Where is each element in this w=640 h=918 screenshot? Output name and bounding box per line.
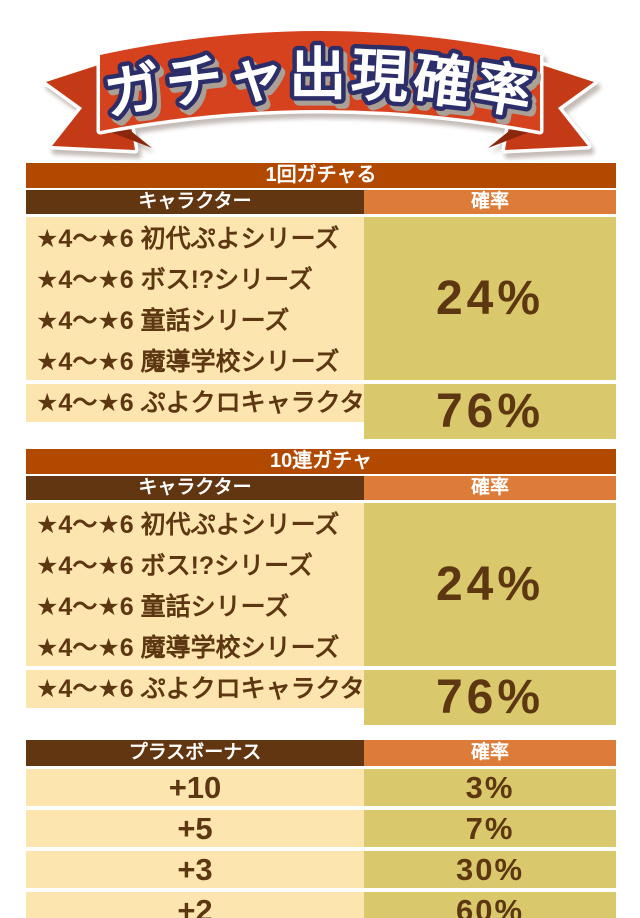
- bonus-rate-value: 60%: [364, 892, 616, 918]
- single-gacha-title: 1回ガチャる: [26, 163, 616, 188]
- table-row: ★4～★6 初代ぷよシリーズ ★4～★6 ボス!?シリーズ ★4～★6 童話シリ…: [26, 503, 616, 666]
- series-line: ★4～★6 ぷよクロキャラクター: [26, 670, 390, 708]
- bonus-column-header: プラスボーナス: [26, 740, 364, 766]
- series-line: ★4～★6 ぷよクロキャラクター: [26, 384, 390, 422]
- table-row: ★4～★6 初代ぷよシリーズ ★4～★6 ボス!?シリーズ ★4～★6 童話シリ…: [26, 217, 616, 380]
- character-column-header: キャラクター: [26, 190, 364, 214]
- table-row: +3 30%: [26, 851, 616, 888]
- ten-pull-gacha-title: 10連ガチャ: [26, 449, 616, 474]
- series-line: ★4～★6 初代ぷよシリーズ: [36, 511, 340, 540]
- table-row: ★4～★6 ぷよクロキャラクター 76%: [26, 384, 616, 439]
- table-row: +2 60%: [26, 892, 616, 918]
- series-line: ★4～★6 魔導学校シリーズ: [36, 347, 340, 376]
- bonus-rate-value: 7%: [364, 810, 616, 847]
- ten-pull-header-row: キャラクター 確率: [26, 476, 616, 500]
- rate-column-header: 確率: [364, 740, 616, 766]
- ribbon-banner: ガチャ出現確率 ガチャ出現確率: [42, 27, 598, 154]
- banner-title: ガチャ出現確率: [100, 43, 541, 128]
- rate-tables: 1回ガチャる キャラクター 確率 ★4～★6 初代ぷよシリーズ ★4～★6 ボス…: [26, 163, 616, 918]
- table-row: +10 3%: [26, 769, 616, 806]
- table-row: +5 7%: [26, 810, 616, 847]
- bonus-header-row: プラスボーナス 確率: [26, 740, 616, 766]
- single-gacha-table: 1回ガチャる キャラクター 確率 ★4～★6 初代ぷよシリーズ ★4～★6 ボス…: [26, 163, 616, 439]
- plus-bonus-table: プラスボーナス 確率 +10 3% +5 7% +3 30% +2 60%: [26, 740, 616, 918]
- bonus-value: +5: [26, 810, 364, 847]
- table-row: ★4～★6 ぷよクロキャラクター 76%: [26, 670, 616, 725]
- series-line: ★4～★6 初代ぷよシリーズ: [36, 225, 340, 254]
- character-column-header: キャラクター: [26, 476, 364, 500]
- rate-column-header: 確率: [364, 476, 616, 500]
- bonus-value: +2: [26, 892, 364, 918]
- bonus-rate-value: 3%: [364, 769, 616, 806]
- series-group-cell: ★4～★6 初代ぷよシリーズ ★4～★6 ボス!?シリーズ ★4～★6 童話シリ…: [26, 217, 364, 380]
- series-line: ★4～★6 童話シリーズ: [36, 306, 290, 335]
- rate-column-header: 確率: [364, 190, 616, 214]
- bonus-value: +3: [26, 851, 364, 888]
- series-line: ★4～★6 ボス!?シリーズ: [36, 266, 313, 295]
- single-gacha-header-row: キャラクター 確率: [26, 190, 616, 214]
- group-rate-value: 24%: [364, 217, 616, 380]
- single-rate-value: 76%: [364, 384, 616, 439]
- series-group-cell: ★4～★6 初代ぷよシリーズ ★4～★6 ボス!?シリーズ ★4～★6 童話シリ…: [26, 503, 364, 666]
- series-line: ★4～★6 童話シリーズ: [36, 592, 290, 621]
- bonus-value: +10: [26, 769, 364, 806]
- single-rate-value: 76%: [364, 670, 616, 725]
- bonus-rate-value: 30%: [364, 851, 616, 888]
- ten-pull-gacha-table: 10連ガチャ キャラクター 確率 ★4～★6 初代ぷよシリーズ ★4～★6 ボス…: [26, 449, 616, 725]
- ribbon-band: [96, 27, 544, 135]
- series-line: ★4～★6 ボス!?シリーズ: [36, 552, 313, 581]
- series-line: ★4～★6 魔導学校シリーズ: [36, 633, 340, 662]
- group-rate-value: 24%: [364, 503, 616, 666]
